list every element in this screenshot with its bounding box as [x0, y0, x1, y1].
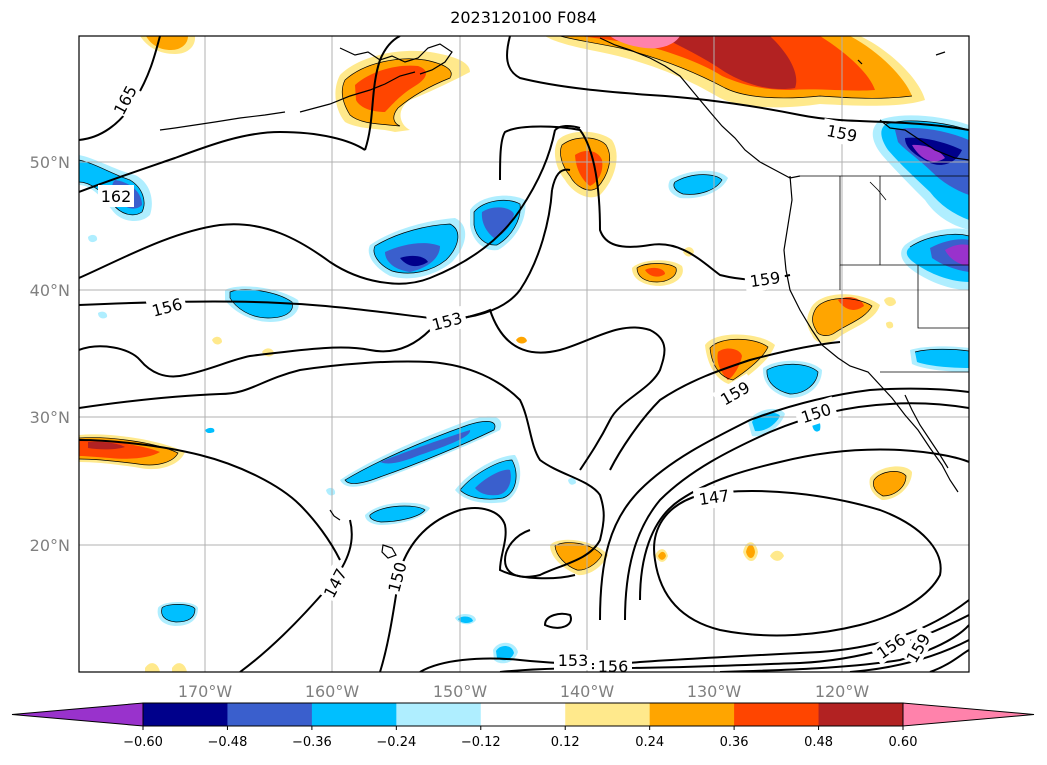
colorbar-tick-label: 0.48 — [804, 735, 833, 750]
colorbar-tick-label: −0.48 — [208, 735, 248, 750]
colorbar-extend-high — [902, 702, 1035, 727]
lon-label-120w: 120°W — [815, 682, 870, 701]
colorbar-extend-low — [11, 702, 144, 727]
colorbar-frame — [142, 702, 904, 727]
longitude-labels: 170°W 160°W 150°W 140°W 130°W 120°W — [178, 682, 870, 701]
colorbar-segment — [649, 703, 735, 726]
contour-label: 159 — [749, 268, 782, 291]
colorbar-segment — [143, 703, 228, 726]
contour-label: 153 — [558, 651, 589, 670]
colorbar-tick-label: 0.36 — [720, 735, 749, 750]
map-frame — [78, 35, 970, 673]
borders — [800, 175, 969, 373]
lon-label-160w: 160°W — [305, 682, 360, 701]
map-title: 2023120100 F084 — [450, 8, 597, 27]
lon-label-130w: 130°W — [687, 682, 742, 701]
colorbar-tick-label: −0.36 — [292, 735, 332, 750]
map-plot-area: 165 162 156 153 159 159 159 150 147 147 … — [79, 36, 969, 676]
colorbar-segment — [734, 703, 820, 726]
colorbar-segment — [480, 703, 566, 726]
lon-label-170w: 170°W — [178, 682, 233, 701]
colorbar-segment — [818, 703, 904, 726]
colorbar-tick-label: 0.60 — [889, 735, 918, 750]
lon-label-140w: 140°W — [560, 682, 615, 701]
latitude-labels: 50°N 40°N 30°N 20°N — [30, 153, 70, 555]
colorbar-segment — [311, 703, 397, 726]
colorbar-tick-label: −0.60 — [123, 735, 163, 750]
colorbar: −0.60 −0.48 −0.36 −0.24 −0.12 0.12 0.24 0.36 0.4… — [11, 702, 1035, 750]
contour-label: 147 — [698, 486, 731, 509]
colorbar-tick-label: 0.24 — [635, 735, 664, 750]
cold-anomaly-regions — [79, 115, 969, 664]
lon-label-150w: 150°W — [433, 682, 488, 701]
colorbar-tick-label: 0.12 — [551, 735, 580, 750]
lat-label-40n: 40°N — [30, 281, 70, 300]
colorbar-tick-label: −0.24 — [376, 735, 416, 750]
coastlines — [159, 37, 969, 559]
anomaly-outlines — [79, 36, 969, 623]
warm-anomaly-regions — [79, 36, 925, 672]
colorbar-tick-label: −0.12 — [461, 735, 501, 750]
lat-label-30n: 30°N — [30, 408, 70, 427]
colorbar-segment — [396, 703, 482, 726]
lat-label-20n: 20°N — [30, 536, 70, 555]
gridlines — [79, 36, 969, 672]
colorbar-segment — [565, 703, 651, 726]
contour-label: 156 — [598, 657, 629, 676]
colorbar-segment — [227, 703, 313, 726]
lat-label-50n: 50°N — [30, 153, 70, 172]
contour-label: 162 — [101, 187, 132, 206]
